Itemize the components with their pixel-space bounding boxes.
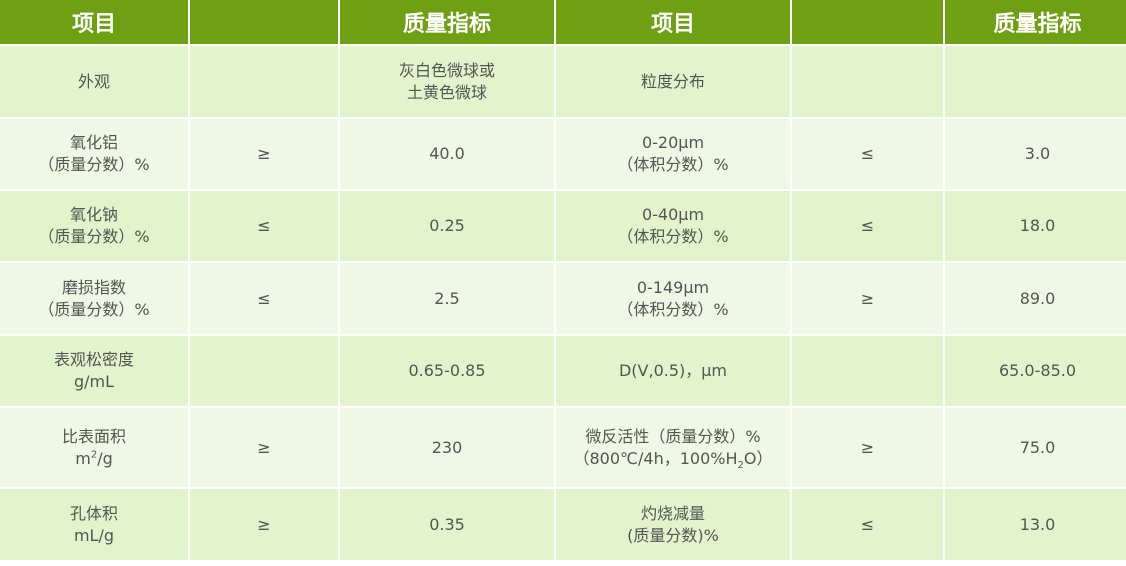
header-item-2: 项目 [556,0,790,44]
table-row: 磨损指数 （质量分数）% ≤2.5 0-149μm （体积分数）% ≥89.0 [0,263,1126,334]
item-1-line: 孔体积 [69,503,118,523]
operator-2: ≥ [792,408,943,487]
table-row: 表观松密度 g/mL 0.65-0.85 D(V,0.5)，μm 65.0-85.0 [0,336,1126,406]
operator-2 [792,46,943,117]
operator-1: ≤ [190,191,338,261]
item-2-line: （体积分数）% [617,227,729,246]
item-1-line: g/mL [73,372,115,391]
item-2-line: 微反活性（质量分数）% [585,426,761,446]
operator-1 [190,336,338,406]
item-2: 粒度分布 [556,46,790,117]
item-2: 0-149μm （体积分数）% [556,263,790,334]
operator-1: ≥ [190,119,338,189]
value-1: 40.0 [340,119,554,189]
item-1-line: （质量分数）% [38,227,150,246]
condition-line: （800℃/4h，100%H2O） [573,448,773,471]
header-blank-1 [190,0,338,44]
value-1: 0.35 [340,489,554,560]
item-2: 微反活性（质量分数）% （800℃/4h，100%H2O） [556,408,790,487]
value-2: 89.0 [945,263,1126,334]
operator-2: ≤ [792,489,943,560]
item-2-line: 0-40μm [641,205,705,224]
item-2-line: 灼烧减量 [640,503,705,523]
value-1: 0.65-0.85 [340,336,554,406]
item-2-line: (质量分数)% [627,525,719,545]
item-2: 灼烧减量 (质量分数)% [556,489,790,560]
value-2: 13.0 [945,489,1126,560]
item-2: D(V,0.5)，μm [556,336,790,406]
item-1-line: （质量分数）% [38,299,150,319]
table-row: 氧化钠 （质量分数）% ≤0.25 0-40μm （体积分数）% ≤18.0 [0,191,1126,261]
item-1-line: 氧化钠 [69,205,118,224]
item-1: 外观 [0,46,188,117]
item-1-line: 表观松密度 [53,350,134,369]
value-2: 65.0-85.0 [945,336,1126,406]
item-2-line: （体积分数）% [617,155,729,174]
value-2 [945,46,1126,117]
header-spec-2: 质量指标 [945,0,1126,44]
table-row: 氧化铝 （质量分数）% ≥40.0 0-20μm （体积分数）% ≤3.0 [0,119,1126,189]
value-1-line: 0.65-0.85 [408,361,486,380]
item-2-line: 粒度分布 [640,71,705,91]
item-1: 氧化钠 （质量分数）% [0,191,188,261]
value-2: 75.0 [945,408,1126,487]
operator-1: ≥ [190,408,338,487]
header-blank-2 [792,0,943,44]
operator-1 [190,46,338,117]
item-1-line: 磨损指数 [61,277,126,297]
operator-1: ≥ [190,489,338,560]
header-spec-1: 质量指标 [340,0,554,44]
item-2-line: 0-149μm [636,277,710,297]
value-2: 3.0 [945,119,1126,189]
item-2: 0-40μm （体积分数）% [556,191,790,261]
value-1-line: 0.35 [429,514,465,534]
item-2: 0-20μm （体积分数）% [556,119,790,189]
header-row: 项目 质量指标 项目 质量指标 [0,0,1126,44]
header-item-1: 项目 [0,0,188,44]
item-2-line: D(V,0.5)，μm [618,361,728,380]
item-1-line: 比表面积 [61,426,126,446]
table-row: 比表面积 m2/g ≥230 微反活性（质量分数）% （800℃/4h，100%H2O）… [0,408,1126,487]
value-1-line: 40.0 [429,144,465,163]
unit-line: m2/g [75,448,113,468]
value-1-line: 灰白色微球或 [398,60,495,80]
item-1: 表观松密度 g/mL [0,336,188,406]
table-row: 孔体积 mL/g ≥0.35 灼烧减量 (质量分数)% ≤13.0 [0,489,1126,560]
operator-1: ≤ [190,263,338,334]
operator-2: ≤ [792,119,943,189]
value-1: 2.5 [340,263,554,334]
table-row: 外观 灰白色微球或 土黄色微球 粒度分布 [0,46,1126,117]
item-1: 孔体积 mL/g [0,489,188,560]
value-2: 18.0 [945,191,1126,261]
item-1-line: （质量分数）% [38,155,150,174]
item-2-line: （体积分数）% [617,299,729,319]
item-1: 比表面积 m2/g [0,408,188,487]
value-1-line: 230 [431,437,463,457]
value-1: 230 [340,408,554,487]
item-2-line: 0-20μm [641,133,705,152]
item-1-line: 外观 [77,71,110,91]
operator-2: ≤ [792,191,943,261]
item-1-line: 氧化铝 [69,133,118,152]
item-1: 磨损指数 （质量分数）% [0,263,188,334]
value-1-line: 0.25 [429,216,465,235]
item-1-line: mL/g [73,525,115,545]
item-1: 氧化铝 （质量分数）% [0,119,188,189]
value-1-line: 2.5 [434,288,460,308]
value-1: 0.25 [340,191,554,261]
operator-2: ≥ [792,263,943,334]
value-1-line: 土黄色微球 [406,82,487,102]
value-1: 灰白色微球或 土黄色微球 [340,46,554,117]
operator-2 [792,336,943,406]
